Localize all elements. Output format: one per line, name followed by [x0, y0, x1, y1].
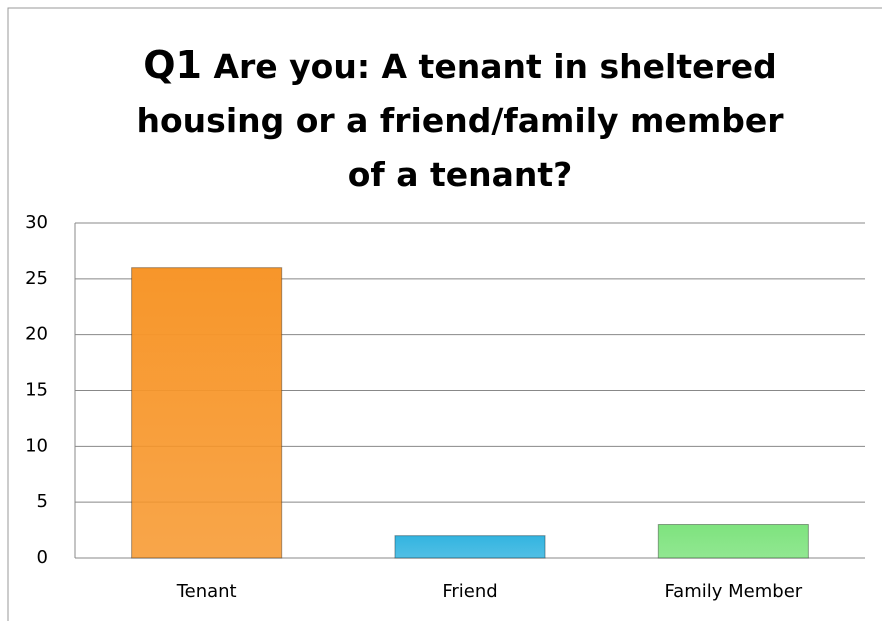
bar [131, 267, 283, 559]
title-text: Are you: A tenant in sheltered housing o… [136, 47, 784, 194]
x-tick-label: Family Member [664, 581, 802, 602]
y-tick-label: 0 [37, 547, 48, 568]
chart-border [7, 7, 882, 621]
title-number: Q1 [143, 43, 202, 87]
x-tick-label: Friend [442, 581, 497, 602]
y-tick-label: 20 [25, 324, 48, 345]
y-tick-label: 30 [25, 212, 48, 233]
bar [394, 535, 546, 559]
x-tick-label: Tenant [176, 581, 237, 602]
y-tick-label: 5 [37, 491, 48, 512]
y-tick-label: 10 [25, 435, 48, 456]
y-tick-label: 15 [25, 380, 48, 401]
bar [657, 524, 809, 559]
chart-title: Q1 Are you: A tenant in sheltered housin… [120, 38, 800, 202]
y-tick-label: 25 [25, 268, 48, 289]
